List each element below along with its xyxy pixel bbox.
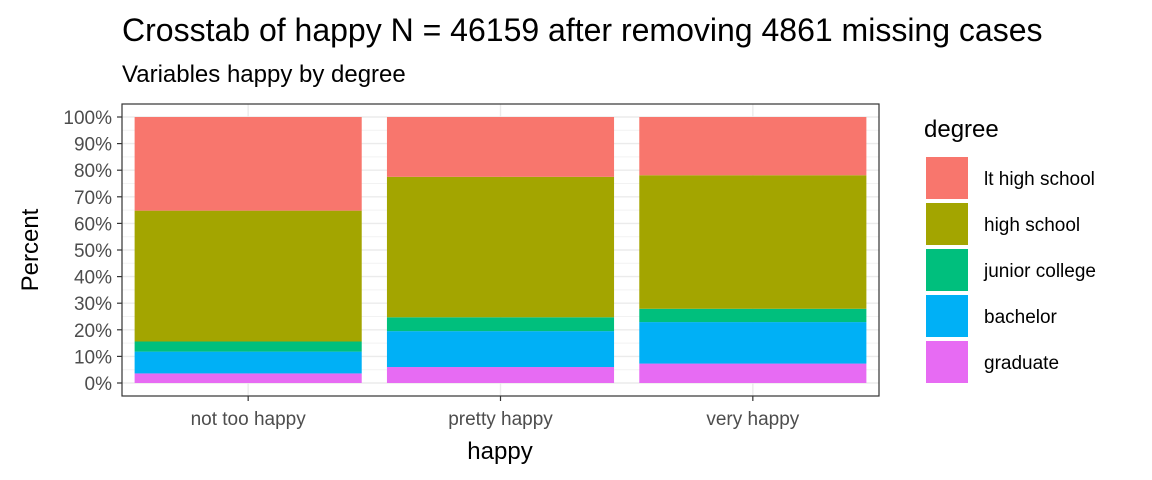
- bar-segment-pretty-happy-graduate: [386, 367, 615, 383]
- y-axis-title: Percent: [17, 208, 44, 291]
- bar-segment-very-happy-junior-college: [639, 308, 867, 323]
- bar-segment-not-too-happy-lt-high-school: [134, 117, 362, 211]
- y-tick-label: 60%: [74, 214, 112, 235]
- legend-label: graduate: [984, 353, 1059, 374]
- bar-segment-not-too-happy-bachelor: [134, 351, 362, 374]
- y-tick-label: 90%: [74, 135, 112, 156]
- legend-label: bachelor: [984, 307, 1058, 328]
- bar-segment-very-happy-graduate: [639, 363, 867, 383]
- legend-key-bachelor: [926, 295, 968, 337]
- y-tick-label: 100%: [63, 108, 112, 129]
- x-tick-label: very happy: [706, 409, 799, 430]
- y-tick-label: 30%: [74, 294, 112, 315]
- legend-key-lt-high-school: [926, 157, 968, 199]
- chart-title: Crosstab of happy N = 46159 after removi…: [122, 12, 1043, 48]
- bar-segment-not-too-happy-junior-college: [134, 341, 362, 352]
- y-axis: 0% 10% 20% 30% 40% 50% 60% 70% 80% 90% 100%: [63, 108, 122, 395]
- bar-segment-not-too-happy-high-school: [134, 210, 362, 342]
- bar-segment-pretty-happy-high-school: [386, 176, 615, 318]
- legend-label: junior college: [983, 261, 1096, 282]
- y-tick-label: 20%: [74, 321, 112, 342]
- bar-segment-pretty-happy-lt-high-school: [386, 117, 615, 177]
- y-tick-label: 40%: [74, 268, 112, 289]
- x-tick-label: not too happy: [191, 409, 307, 430]
- bar-segment-very-happy-high-school: [639, 175, 867, 309]
- legend: degree lt high school high school junior c…: [924, 116, 1096, 383]
- x-axis-title: happy: [467, 438, 532, 465]
- y-tick-label: 10%: [74, 347, 112, 368]
- chart-subtitle: Variables happy by degree: [122, 61, 406, 88]
- legend-key-graduate: [926, 341, 968, 383]
- legend-key-high-school: [926, 203, 968, 245]
- legend-label: lt high school: [984, 169, 1095, 190]
- bar-segment-pretty-happy-junior-college: [386, 317, 615, 332]
- legend-title: degree: [924, 116, 999, 143]
- y-tick-label: 80%: [74, 161, 112, 182]
- bar-segment-very-happy-lt-high-school: [639, 117, 867, 176]
- x-axis: not too happy pretty happy very happy: [191, 396, 800, 430]
- bar-segment-pretty-happy-bachelor: [386, 331, 615, 368]
- y-tick-label: 0%: [85, 374, 113, 395]
- x-tick-label: pretty happy: [448, 409, 553, 430]
- plot-area: [121, 103, 880, 397]
- y-tick-label: 50%: [74, 241, 112, 262]
- bar-segment-very-happy-bachelor: [639, 322, 867, 364]
- legend-label: high school: [984, 215, 1080, 236]
- bar-segment-not-too-happy-graduate: [134, 373, 362, 383]
- y-tick-label: 70%: [74, 188, 112, 209]
- legend-key-junior-college: [926, 249, 968, 291]
